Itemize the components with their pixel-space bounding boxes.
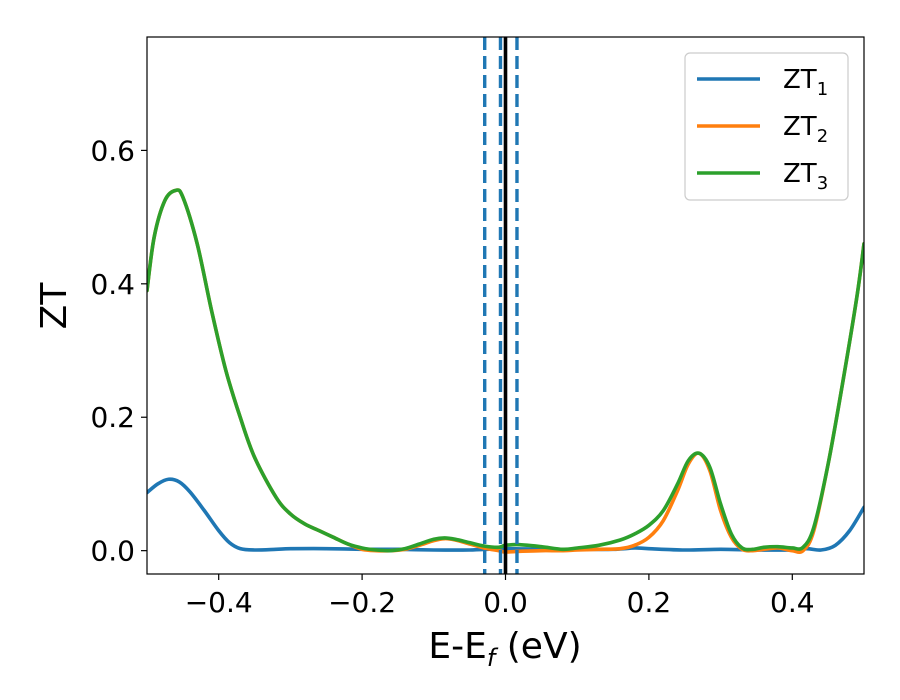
plot-area <box>147 37 864 574</box>
y-axis-label: ZT <box>34 282 75 330</box>
legend-entries: ZT1 ZT2 ZT3 <box>697 65 828 194</box>
x-axis-label-unit: (eV) <box>495 626 581 667</box>
legend-label: ZT3 <box>783 159 828 194</box>
legend-label: ZT1 <box>783 65 828 100</box>
series-layer <box>147 188 864 555</box>
y-axis-ticks: 0.0 0.2 0.4 0.6 <box>90 134 147 568</box>
series-line-zt3 <box>147 188 864 553</box>
y-tick-label: 0.6 <box>90 134 135 167</box>
x-axis-ticks: −0.4 −0.2 0.0 0.2 0.4 <box>185 574 815 619</box>
legend-label: ZT2 <box>783 112 828 147</box>
x-tick-label: 0.2 <box>627 586 672 619</box>
x-tick-label: −0.4 <box>185 586 253 619</box>
y-tick-label: 0.4 <box>90 268 135 301</box>
vertical-lines <box>483 37 519 574</box>
y-tick-label: 0.0 <box>90 535 135 568</box>
legend: ZT1 ZT2 ZT3 <box>684 52 849 201</box>
x-tick-label: −0.2 <box>328 586 396 619</box>
legend-box <box>684 52 849 201</box>
x-axis-label-main: E-E <box>428 626 486 667</box>
x-tick-label: 0.0 <box>483 586 528 619</box>
y-tick-label: 0.2 <box>90 401 135 434</box>
x-axis-label: E-Ef (eV) <box>428 626 581 672</box>
x-tick-label: 0.4 <box>770 586 815 619</box>
